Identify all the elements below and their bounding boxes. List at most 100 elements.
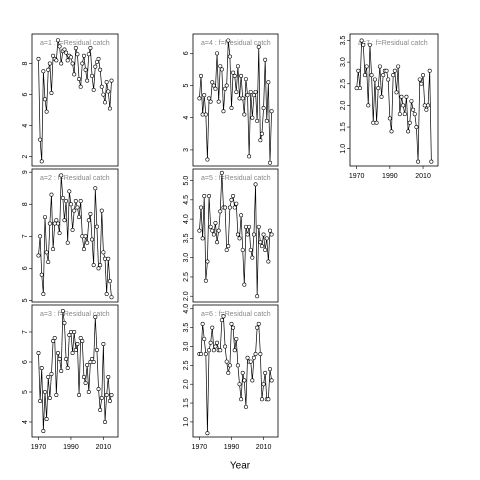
y-tick-label: 2.5 (340, 79, 347, 89)
panel-frame (349, 33, 439, 167)
data-point (44, 416, 49, 421)
data-point (219, 318, 224, 323)
data-point (94, 59, 99, 64)
x-tick-label: 2010 (415, 173, 431, 180)
data-point (85, 78, 90, 83)
data-point (232, 348, 237, 353)
data-point (422, 103, 427, 108)
data-point (232, 73, 237, 78)
panel-title: a=3 : f=Residual catch (40, 311, 110, 318)
data-point (78, 199, 83, 204)
data-point (392, 68, 397, 73)
data-point (39, 365, 44, 370)
data-point (57, 356, 62, 361)
data-point (366, 103, 371, 108)
data-point (253, 352, 258, 357)
panel-title: a=2 : f=Residual catch (40, 175, 110, 182)
y-tick-label: 4.0 (183, 214, 190, 224)
y-tick-label: 1.5 (340, 122, 347, 132)
data-point (109, 392, 114, 397)
data-point (399, 94, 404, 99)
data-point (109, 78, 114, 83)
data-point (250, 378, 255, 383)
data-point (199, 352, 204, 357)
data-point (64, 199, 69, 204)
data-point (219, 67, 224, 72)
data-point (81, 374, 86, 379)
data-point (83, 234, 88, 239)
y-tick-label: 6 (183, 51, 190, 55)
data-point (200, 236, 205, 241)
data-point (36, 350, 41, 355)
data-point (401, 103, 406, 108)
data-point (255, 118, 260, 123)
data-point (248, 247, 253, 252)
data-point (62, 218, 67, 223)
data-point (49, 371, 54, 376)
y-tick-label: 3.5 (183, 323, 190, 333)
data-point (81, 247, 86, 252)
y-tick-label: 3.0 (340, 57, 347, 67)
series-line (199, 172, 272, 297)
y-tick-label: 6 (22, 266, 29, 270)
data-point (210, 228, 215, 233)
data-point (266, 80, 271, 85)
data-point (65, 240, 70, 245)
data-point (407, 120, 412, 125)
data-point (218, 348, 223, 353)
data-point (103, 256, 108, 261)
y-tick-label: 1.0 (340, 144, 347, 154)
data-point (239, 213, 244, 218)
data-point (227, 54, 232, 59)
data-point (83, 67, 88, 72)
data-point (219, 170, 224, 175)
data-point (73, 347, 78, 352)
data-point (64, 50, 69, 55)
data-point (51, 53, 56, 58)
data-point (229, 197, 234, 202)
data-point (414, 125, 419, 130)
data-point (267, 160, 272, 165)
data-point (218, 209, 223, 214)
data-point (42, 215, 47, 220)
panel-frame (192, 304, 279, 438)
data-point (253, 182, 258, 187)
data-point (251, 93, 256, 98)
data-point (41, 69, 46, 74)
data-point (200, 112, 205, 117)
data-point (72, 208, 77, 213)
data-point (386, 77, 391, 82)
data-point (54, 218, 59, 223)
y-tick-label: 2.5 (183, 360, 190, 370)
data-point (101, 250, 106, 255)
y-tick-label: 5 (22, 390, 29, 394)
data-point (99, 395, 104, 400)
data-point (98, 67, 103, 72)
data-point (426, 103, 431, 108)
data-point (42, 389, 47, 394)
data-point (75, 205, 80, 210)
data-point (98, 407, 103, 412)
data-point (96, 56, 101, 61)
data-point (200, 321, 205, 326)
data-point (46, 67, 51, 72)
data-point (80, 234, 85, 239)
data-point (86, 52, 91, 57)
data-point (216, 228, 221, 233)
y-tick-label: 6 (22, 360, 29, 364)
data-point (88, 45, 93, 50)
series-line (199, 40, 272, 163)
x-tick-label: 1990 (382, 173, 398, 180)
y-tick-label: 5 (22, 298, 29, 302)
data-point (202, 93, 207, 98)
data-point (239, 397, 244, 402)
x-tick-label: 1990 (63, 444, 79, 451)
x-tick-label: 2010 (96, 444, 112, 451)
data-point (106, 256, 111, 261)
data-point (266, 259, 271, 264)
data-point (78, 84, 83, 89)
data-point (91, 359, 96, 364)
series-line (38, 40, 112, 162)
data-point (227, 363, 232, 368)
data-point (202, 336, 207, 341)
